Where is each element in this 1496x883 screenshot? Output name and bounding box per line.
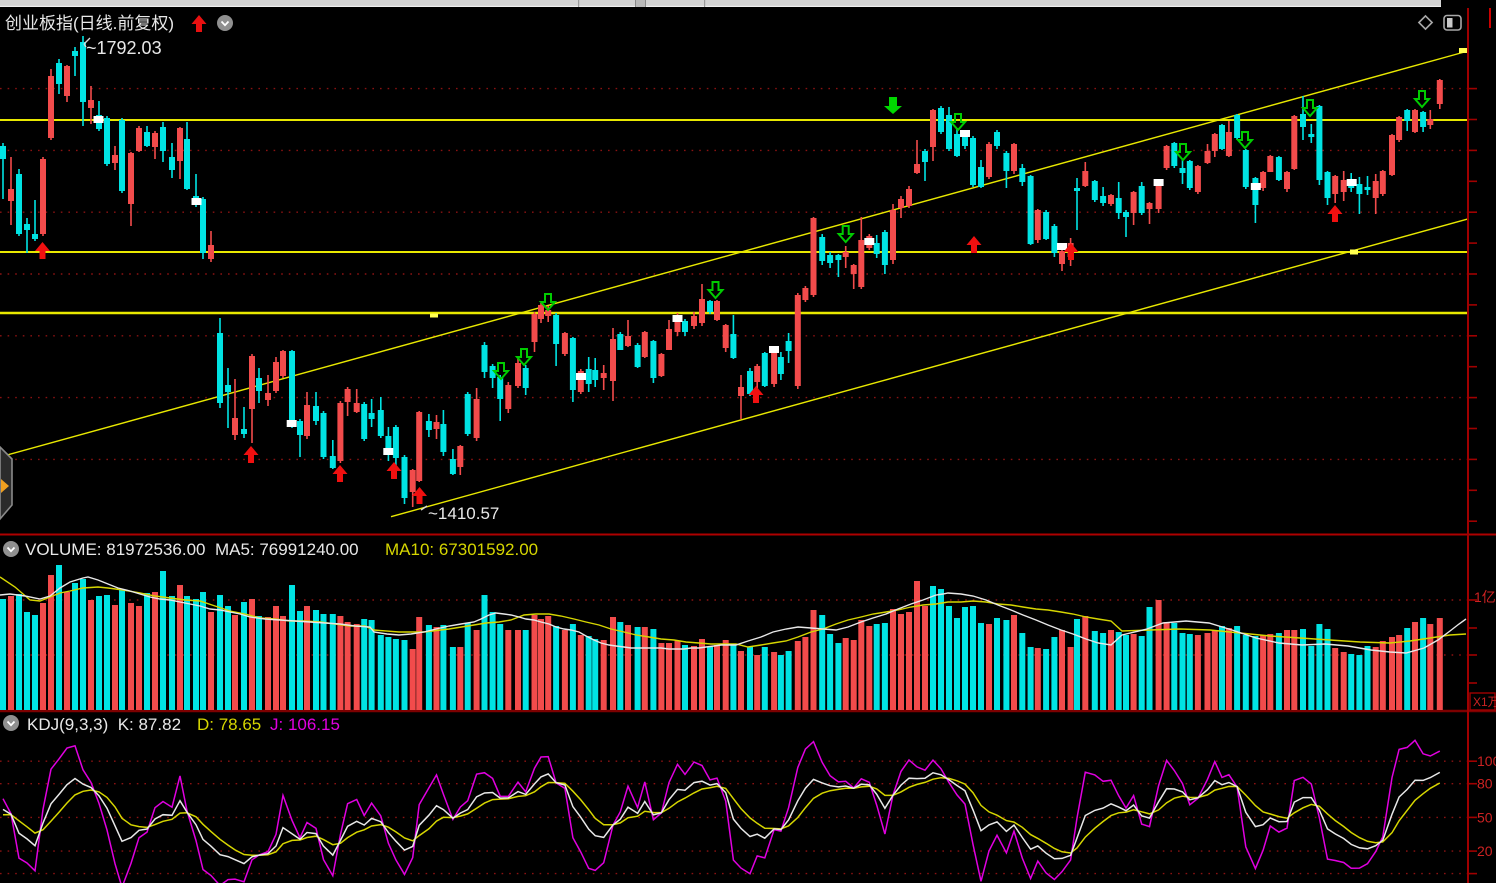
- svg-text:100: 100: [1477, 753, 1496, 769]
- svg-text:20: 20: [1477, 843, 1493, 859]
- svg-text:X1万: X1万: [1473, 695, 1496, 709]
- svg-text:KDJ(9,3,3) K: 87.82: KDJ(9,3,3) K: 87.82: [27, 715, 181, 734]
- svg-text:80: 80: [1477, 776, 1493, 792]
- svg-text:VOLUME: 81972536.00 MA5: 7699: VOLUME: 81972536.00 MA5: 76991240.00: [25, 540, 359, 559]
- svg-text:50: 50: [1477, 809, 1493, 825]
- svg-text:J: 106.15: J: 106.15: [270, 715, 340, 734]
- svg-text:MA10: 67301592.00: MA10: 67301592.00: [385, 540, 538, 559]
- svg-text:1亿: 1亿: [1474, 589, 1496, 605]
- svg-text:D: 78.65: D: 78.65: [197, 715, 261, 734]
- svg-text:~1410.57: ~1410.57: [428, 504, 499, 523]
- svg-text:~1792.03: ~1792.03: [86, 38, 162, 58]
- svg-text:创业板指(日线.前复权): 创业板指(日线.前复权): [5, 14, 174, 33]
